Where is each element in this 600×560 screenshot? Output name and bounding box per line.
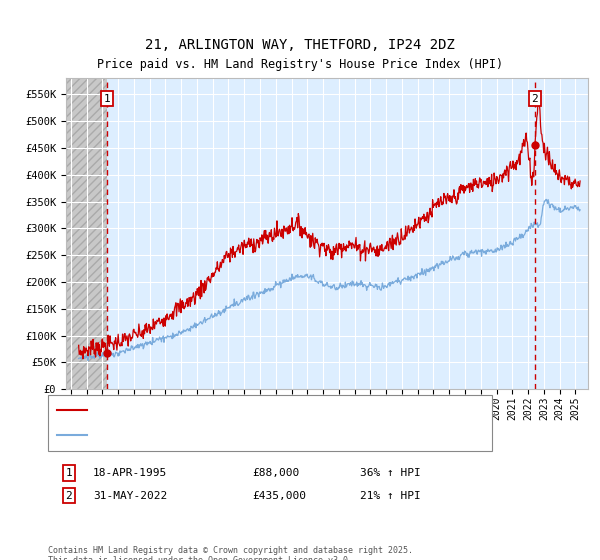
Text: 21, ARLINGTON WAY, THETFORD, IP24 2DZ (detached house): 21, ARLINGTON WAY, THETFORD, IP24 2DZ (d… bbox=[93, 405, 431, 416]
Text: 21, ARLINGTON WAY, THETFORD, IP24 2DZ: 21, ARLINGTON WAY, THETFORD, IP24 2DZ bbox=[145, 38, 455, 52]
Text: HPI: Average price, detached house, Breckland: HPI: Average price, detached house, Brec… bbox=[93, 430, 374, 440]
Text: 2: 2 bbox=[532, 94, 538, 104]
Text: 2: 2 bbox=[65, 491, 73, 501]
Text: Price paid vs. HM Land Registry's House Price Index (HPI): Price paid vs. HM Land Registry's House … bbox=[97, 58, 503, 71]
Text: 1: 1 bbox=[65, 468, 73, 478]
Text: 18-APR-1995: 18-APR-1995 bbox=[93, 468, 167, 478]
Text: 31-MAY-2022: 31-MAY-2022 bbox=[93, 491, 167, 501]
Text: Contains HM Land Registry data © Crown copyright and database right 2025.
This d: Contains HM Land Registry data © Crown c… bbox=[48, 546, 413, 560]
Bar bbox=[66, 78, 107, 389]
Text: 21% ↑ HPI: 21% ↑ HPI bbox=[360, 491, 421, 501]
Text: 36% ↑ HPI: 36% ↑ HPI bbox=[360, 468, 421, 478]
Text: 1: 1 bbox=[104, 94, 110, 104]
Text: £435,000: £435,000 bbox=[252, 491, 306, 501]
Text: £88,000: £88,000 bbox=[252, 468, 299, 478]
